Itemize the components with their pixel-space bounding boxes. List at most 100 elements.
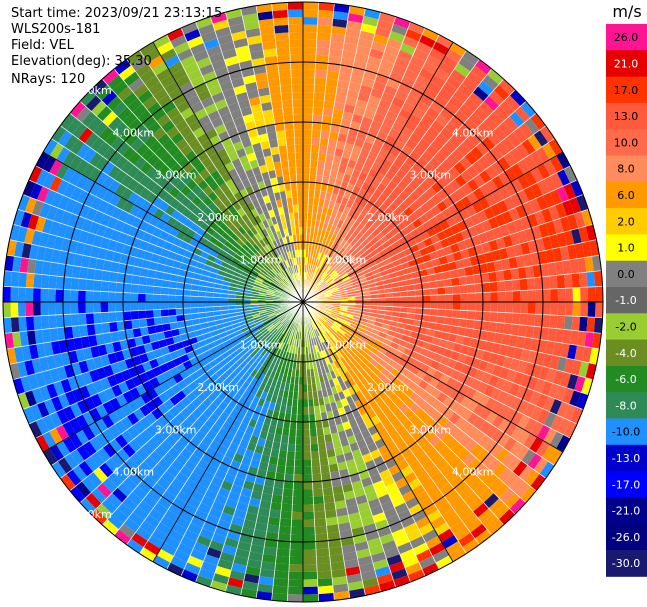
velocity-cell <box>231 562 247 574</box>
velocity-cell <box>51 461 67 479</box>
velocity-cell <box>261 317 270 323</box>
velocity-cell <box>308 197 314 205</box>
velocity-cell <box>543 159 557 176</box>
velocity-cell <box>252 285 261 291</box>
velocity-cell <box>55 424 70 441</box>
velocity-cell <box>524 117 540 135</box>
velocity-cell <box>285 137 295 146</box>
velocity-cell <box>336 358 344 367</box>
velocity-cell <box>319 457 329 467</box>
velocity-cell <box>76 445 91 461</box>
velocity-cell <box>255 344 263 353</box>
velocity-cell <box>75 159 90 175</box>
velocity-cell <box>282 335 288 344</box>
velocity-cell <box>364 220 374 230</box>
velocity-cell <box>466 412 480 426</box>
velocity-cell <box>413 277 422 285</box>
velocity-cell <box>499 100 515 117</box>
velocity-cell <box>49 368 61 384</box>
velocity-cell <box>198 568 215 581</box>
velocity-cell <box>196 133 210 145</box>
velocity-cell <box>527 289 536 302</box>
velocity-cell <box>348 246 356 255</box>
velocity-cell <box>353 286 362 292</box>
velocity-cell <box>321 313 329 319</box>
velocity-cell <box>28 344 39 360</box>
velocity-cell <box>384 45 400 57</box>
velocity-cell <box>223 218 233 228</box>
velocity-cell <box>85 358 97 372</box>
velocity-cell <box>313 92 325 101</box>
velocity-cell <box>211 59 227 71</box>
velocity-cell <box>267 344 275 353</box>
velocity-cell <box>257 507 271 517</box>
velocity-cell <box>443 245 453 256</box>
velocity-cell <box>564 315 573 331</box>
velocity-cell <box>121 348 132 360</box>
velocity-cell <box>180 484 195 497</box>
velocity-cell <box>156 219 167 231</box>
velocity-cell <box>432 41 450 56</box>
velocity-cell <box>238 320 247 327</box>
velocity-cell <box>258 461 269 471</box>
velocity-cell <box>122 292 131 302</box>
velocity-cell <box>384 350 394 360</box>
velocity-cell <box>462 50 480 66</box>
velocity-cell <box>156 237 166 249</box>
velocity-cell <box>504 182 517 197</box>
velocity-cell <box>320 261 326 270</box>
velocity-cell <box>413 144 426 157</box>
velocity-cell <box>206 311 215 318</box>
velocity-cell <box>262 279 271 285</box>
velocity-cell <box>263 350 271 359</box>
velocity-cell <box>114 169 127 184</box>
velocity-cell <box>437 294 446 302</box>
range-ring-label: 4.00km <box>113 126 155 139</box>
velocity-cell <box>482 311 491 322</box>
velocity-cell <box>266 432 275 442</box>
velocity-cell <box>436 279 445 288</box>
velocity-cell <box>464 266 474 277</box>
velocity-cell <box>586 316 596 333</box>
velocity-cell <box>214 123 227 135</box>
velocity-cell <box>190 42 207 56</box>
velocity-cell <box>352 280 361 286</box>
velocity-cell <box>133 183 146 196</box>
velocity-cell <box>184 277 193 285</box>
velocity-cell <box>260 269 268 276</box>
velocity-cell <box>303 167 311 175</box>
velocity-cell <box>248 551 264 562</box>
colorbar-cell <box>606 155 647 183</box>
velocity-cell <box>262 219 270 229</box>
velocity-cell <box>157 403 169 416</box>
velocity-cell <box>209 457 222 470</box>
velocity-cell <box>388 464 401 476</box>
velocity-cell <box>321 472 332 481</box>
velocity-cell <box>123 517 140 533</box>
velocity-cell <box>408 88 423 101</box>
velocity-cell <box>115 282 124 293</box>
velocity-cell <box>243 145 255 155</box>
velocity-cell <box>483 206 495 220</box>
ray-separator <box>302 3 335 303</box>
velocity-cell <box>308 182 316 191</box>
velocity-cell <box>18 316 27 332</box>
velocity-cell <box>501 258 511 271</box>
velocity-cell <box>236 332 245 340</box>
velocity-cell <box>191 278 201 286</box>
velocity-cell <box>535 289 544 302</box>
velocity-cell <box>426 328 435 337</box>
velocity-cell <box>249 435 259 445</box>
velocity-cell <box>420 275 429 284</box>
velocity-cell <box>501 136 516 153</box>
velocity-cell <box>433 94 449 108</box>
velocity-cell <box>493 105 510 122</box>
velocity-cell <box>326 448 336 458</box>
velocity-cell <box>289 330 294 338</box>
velocity-cell <box>276 287 284 292</box>
velocity-cell <box>376 19 394 31</box>
velocity-cell <box>108 302 116 313</box>
velocity-cell <box>429 48 446 62</box>
velocity-cell <box>62 150 77 167</box>
velocity-cell <box>276 365 283 374</box>
